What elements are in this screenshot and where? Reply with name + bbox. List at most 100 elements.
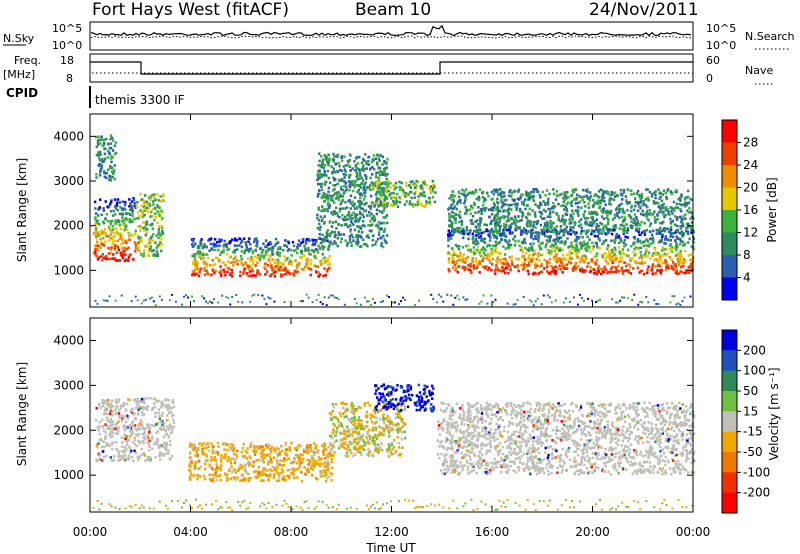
echo-cell [160, 401, 163, 404]
echo-cell [679, 242, 682, 246]
echo-cell [144, 226, 147, 229]
echo-cell [563, 242, 567, 246]
echo-cell [118, 416, 121, 419]
echo-cell [317, 208, 320, 212]
echo-cell [356, 225, 359, 228]
echo-cell [214, 238, 217, 241]
echo-cell [622, 251, 625, 255]
echo-cell [359, 216, 362, 219]
echo-cell [329, 220, 332, 223]
echo-cell [109, 209, 113, 213]
echo-cell [539, 201, 542, 205]
echo-cell [146, 433, 149, 437]
echo-cell [339, 193, 342, 197]
echo-cell [158, 445, 161, 449]
echo-cell [452, 215, 455, 218]
echo-cell [535, 264, 538, 268]
echo-cell [505, 267, 509, 270]
echo-cell [316, 213, 319, 217]
echo-cell [196, 246, 200, 249]
echo-cell [376, 180, 379, 183]
echo-cell [371, 223, 374, 226]
echo-cell [366, 214, 369, 217]
echo-cell [145, 220, 149, 224]
echo-cell [494, 268, 498, 271]
echo-cell [684, 269, 688, 272]
echo-cell [615, 257, 618, 261]
echo-cell [247, 240, 250, 243]
echo-cell [398, 303, 400, 306]
echo-cell [640, 262, 643, 265]
echo-cell [514, 205, 517, 208]
echo-cell [542, 200, 545, 203]
echo-cell [619, 192, 623, 196]
echo-cell [336, 244, 339, 248]
nsearch-trace [90, 35, 691, 39]
echo-cell [341, 217, 344, 221]
echo-cell [130, 205, 133, 208]
echo-cell [429, 190, 433, 193]
echo-cell [321, 303, 324, 305]
echo-cell [541, 253, 544, 257]
echo-cell [543, 217, 546, 220]
echo-cell [98, 174, 102, 177]
echo-cell [669, 206, 672, 210]
echo-cell [107, 142, 110, 146]
echo-cell [653, 216, 656, 219]
echo-cell [611, 265, 614, 269]
echo-cell [191, 273, 194, 277]
echo-cell [551, 228, 554, 232]
echo-cell [580, 229, 583, 233]
echo-cell [106, 299, 109, 302]
echo-cell [254, 248, 257, 252]
echo-cell [293, 476, 296, 480]
echo-cell [359, 245, 362, 249]
echo-cell [128, 427, 131, 430]
echo-cell [674, 266, 677, 269]
echo-cell [280, 268, 283, 272]
echo-cell [128, 238, 131, 241]
echo-cell [104, 171, 107, 175]
echo-cell [623, 269, 626, 273]
echo-cell [580, 242, 583, 245]
echo-cell [520, 218, 523, 222]
echo-cell [597, 299, 599, 302]
echo-cell [357, 230, 360, 233]
echo-cell [136, 217, 139, 220]
echo-cell [534, 188, 538, 191]
echo-cell [282, 268, 285, 271]
echo-cell [354, 220, 358, 223]
echo-cell [122, 455, 125, 459]
echo-cell [110, 199, 113, 202]
echo-cell [584, 246, 588, 250]
echo-cell [165, 403, 168, 407]
echo-cell [571, 247, 575, 251]
echo-cell [508, 231, 512, 235]
echo-cell [609, 193, 613, 196]
echo-cell [160, 444, 163, 447]
echo-cell [320, 173, 324, 176]
echo-cell [201, 251, 205, 255]
echo-cell [657, 210, 661, 214]
echo-cell [108, 239, 111, 242]
echo-cell [115, 406, 118, 409]
echo-cell [148, 445, 151, 448]
echo-cell [625, 199, 628, 202]
echo-cell [451, 254, 454, 257]
echo-cell [382, 221, 385, 225]
echo-cell [115, 432, 118, 435]
echo-cell [354, 212, 357, 216]
echo-cell [156, 430, 160, 433]
echo-cell [364, 174, 367, 177]
echo-cell [431, 180, 434, 183]
echo-cell [307, 249, 310, 252]
echo-cell [502, 230, 505, 233]
echo-cell [608, 194, 611, 197]
echo-cell [101, 399, 104, 402]
echo-cell [548, 296, 551, 299]
echo-cell [563, 220, 566, 224]
echo-cell [651, 263, 655, 266]
echo-cell [595, 228, 598, 231]
echo-cell [365, 162, 368, 166]
echo-cell [597, 224, 601, 228]
